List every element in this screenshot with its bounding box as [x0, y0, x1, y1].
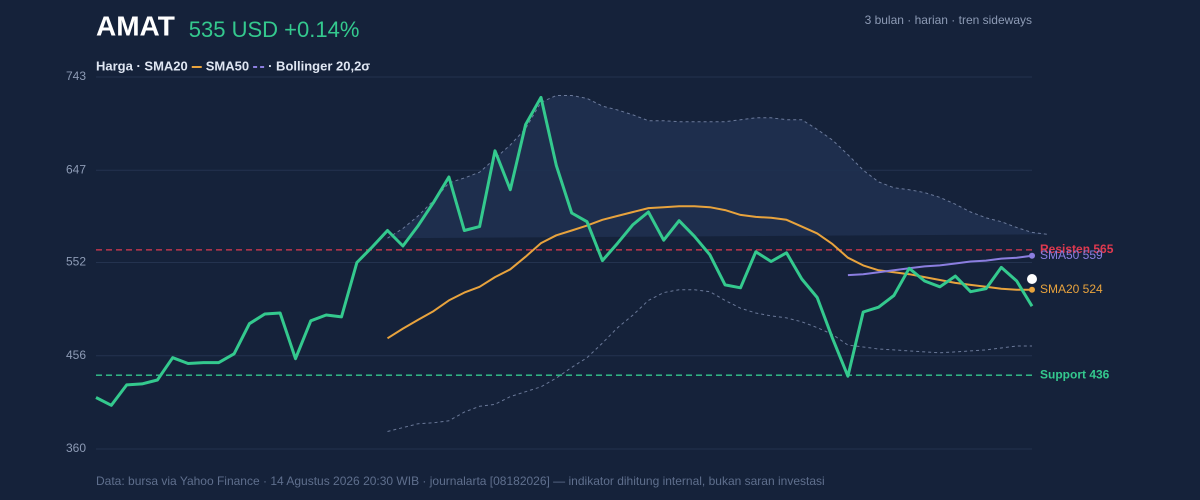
series-line — [847, 254, 1033, 277]
bollinger-band — [387, 95, 1048, 239]
y-tick-label: 743 — [66, 69, 86, 83]
y-tick-label: 456 — [66, 348, 86, 362]
series-line — [95, 95, 1034, 407]
legend-text: SMA50 — [206, 58, 249, 73]
end-dot — [1029, 286, 1035, 293]
ticker: AMAT — [96, 10, 175, 41]
subtitle: 3 bulan · harian · tren sideways — [865, 13, 1032, 27]
end-label: SMA50 559 — [1040, 248, 1103, 262]
series-line — [386, 205, 1032, 340]
price: 535 USD +0.14% — [189, 17, 360, 42]
end-dot — [1029, 252, 1035, 259]
bollinger-line — [387, 289, 1032, 432]
end-label: SMA20 524 — [1040, 282, 1103, 296]
source: Data: bursa via Yahoo Finance · 14 Agust… — [96, 474, 825, 488]
y-tick-label: 552 — [66, 255, 86, 269]
y-tick-label: 360 — [66, 441, 86, 455]
last-price-dot — [1027, 274, 1037, 285]
legend-text: Harga · SMA20 — [96, 58, 188, 73]
level-label: Resisten 565 — [1040, 242, 1114, 256]
level-label: Support 436 — [1040, 367, 1110, 381]
y-tick-label: 647 — [66, 162, 86, 176]
legend-text: · Bollinger 20,2σ — [268, 58, 370, 73]
